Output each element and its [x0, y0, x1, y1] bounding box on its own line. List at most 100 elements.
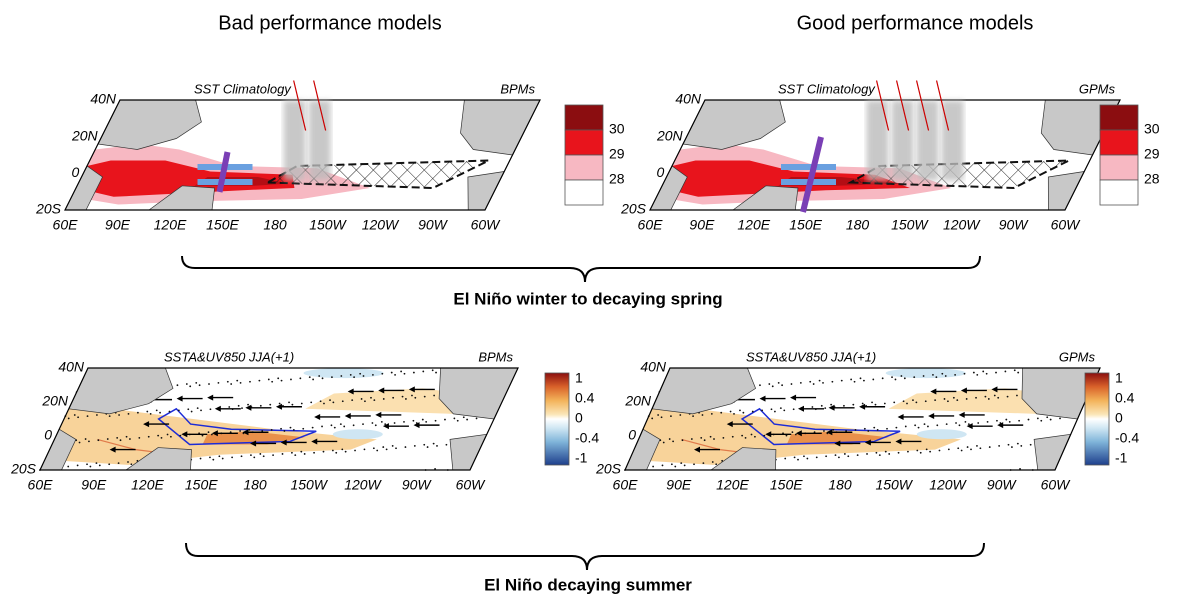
stipple	[957, 447, 960, 450]
lat-label: 0	[657, 164, 665, 180]
stipple	[190, 410, 193, 413]
colorbar-label: 30	[609, 121, 625, 137]
stipple	[895, 426, 898, 429]
stipple	[196, 407, 199, 410]
stipple	[259, 404, 262, 407]
stipple	[972, 371, 975, 374]
colorbar	[544, 372, 570, 466]
stipple	[754, 435, 756, 438]
sst-cold	[916, 429, 967, 440]
stipple	[976, 373, 979, 376]
stipple	[672, 440, 675, 443]
lon-label: 60E	[638, 217, 664, 233]
stipple	[866, 453, 868, 455]
stipple	[95, 462, 98, 465]
stipple	[444, 418, 446, 421]
stipple	[883, 402, 886, 405]
stipple	[975, 396, 977, 399]
stipple	[993, 394, 996, 397]
vertical-arrow	[800, 136, 824, 213]
stipple	[434, 467, 436, 470]
stipple	[344, 450, 347, 453]
stipple	[731, 435, 734, 438]
stipple	[1006, 395, 1009, 398]
stipple	[709, 435, 712, 438]
stipple	[693, 463, 695, 466]
lat-label: 40N	[640, 359, 667, 375]
colorbar-segment	[564, 129, 604, 156]
stipple	[394, 373, 396, 376]
stipple	[341, 448, 344, 451]
cloud	[866, 80, 964, 181]
stipple	[1005, 418, 1008, 421]
lat-label: 20S	[10, 461, 37, 477]
stipple	[956, 399, 959, 401]
stipple	[318, 375, 321, 377]
lon-label: 150E	[206, 217, 239, 233]
stipple	[212, 458, 215, 461]
stipple	[1020, 445, 1023, 447]
stipple	[283, 430, 286, 432]
colorbar-label: 0	[1115, 410, 1123, 426]
stipple	[681, 439, 684, 442]
stipple	[290, 378, 292, 381]
stipple	[830, 403, 833, 406]
stipple	[376, 449, 379, 452]
lat-label: 40N	[675, 91, 702, 107]
lon-label: 90W	[987, 477, 1018, 493]
stipple	[963, 372, 966, 375]
stipple	[130, 463, 133, 466]
lon-label: 120W	[344, 477, 382, 493]
stipple	[166, 433, 169, 436]
stipple	[382, 398, 385, 400]
stipple	[308, 376, 311, 379]
stipple	[169, 435, 172, 438]
stipple	[872, 378, 875, 381]
wind-head	[895, 438, 902, 445]
lon-label: 180	[263, 217, 287, 233]
stipple	[966, 446, 969, 448]
stipple	[815, 456, 818, 459]
stipple	[965, 398, 968, 400]
stipple	[466, 418, 469, 421]
stipple	[674, 465, 677, 468]
stipple	[668, 438, 671, 440]
lon-label: 150W	[875, 477, 913, 493]
stipple	[302, 427, 305, 430]
stipple	[381, 372, 384, 375]
wind-head	[765, 431, 772, 438]
stipple	[917, 426, 920, 429]
stipple	[742, 411, 745, 414]
colorbar-label: -1	[575, 450, 588, 466]
stipple	[932, 373, 934, 376]
wind-head	[207, 394, 214, 401]
stipple	[944, 375, 947, 377]
stipple	[413, 445, 416, 447]
stipple	[119, 439, 122, 442]
stipple	[791, 431, 794, 434]
stipple	[311, 426, 314, 429]
map-border	[649, 99, 1121, 211]
stipple	[259, 453, 262, 455]
stipple	[267, 378, 270, 381]
stipple	[240, 455, 243, 458]
stipple	[106, 438, 109, 440]
stipple	[253, 456, 256, 459]
stipple	[947, 400, 949, 403]
colorbar-segment	[1099, 104, 1139, 131]
stipple	[405, 398, 407, 400]
stipple	[116, 437, 119, 439]
stipple	[84, 438, 87, 440]
stipple	[843, 453, 846, 455]
stipple	[237, 404, 240, 407]
stipple	[771, 385, 774, 388]
stipple	[1029, 443, 1032, 446]
stipple	[434, 419, 437, 422]
stipple	[1049, 418, 1052, 421]
stipple	[792, 408, 795, 411]
lat-label: 20S	[620, 201, 647, 217]
stipple	[700, 437, 703, 439]
lon-label: 90W	[999, 217, 1030, 233]
stipple	[967, 423, 970, 426]
stipple	[270, 428, 273, 431]
